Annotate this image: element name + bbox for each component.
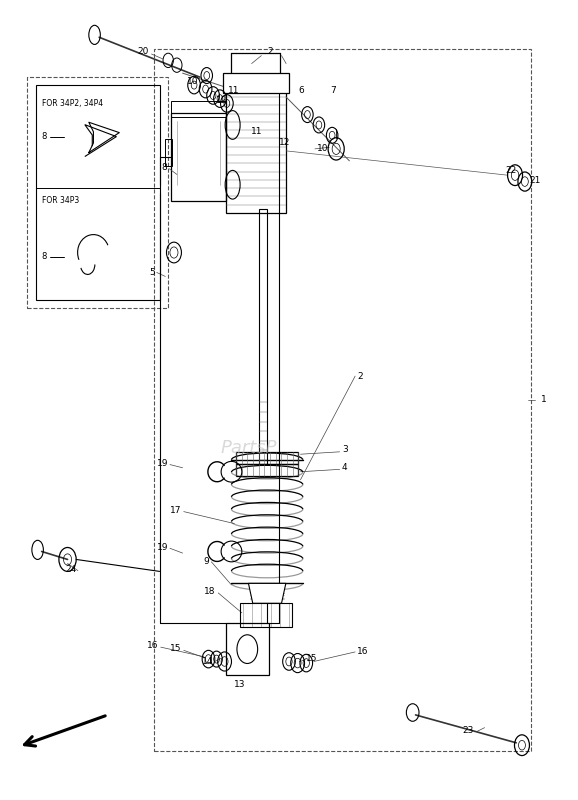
Text: FOR 34P2, 34P4: FOR 34P2, 34P4 (42, 99, 103, 109)
Text: 3: 3 (342, 445, 348, 454)
Bar (154, 50, 531, 750)
Text: 18: 18 (205, 587, 216, 596)
Text: 15: 15 (306, 654, 318, 662)
Text: 19: 19 (157, 543, 168, 552)
Text: 10: 10 (187, 77, 199, 86)
Text: 13: 13 (234, 680, 246, 689)
Text: 16: 16 (357, 646, 368, 656)
Text: 2: 2 (268, 47, 273, 56)
Text: 22: 22 (506, 166, 517, 175)
Bar (236, 464, 298, 476)
Text: 11: 11 (250, 127, 262, 136)
Text: 2: 2 (357, 371, 362, 381)
Text: 21: 21 (529, 176, 541, 186)
Text: 5: 5 (149, 268, 155, 277)
Bar (226, 89, 286, 213)
Text: 1: 1 (541, 395, 547, 405)
Polygon shape (249, 583, 286, 603)
Bar (240, 603, 292, 627)
Text: 15: 15 (170, 644, 181, 654)
Text: 10: 10 (317, 143, 328, 153)
Bar (259, 209, 267, 464)
Text: 12: 12 (216, 96, 228, 105)
Bar (165, 139, 172, 166)
Text: 23: 23 (463, 726, 474, 735)
Bar (171, 113, 226, 201)
Text: 11: 11 (228, 86, 239, 95)
Text: 20: 20 (138, 47, 149, 56)
Bar (171, 101, 226, 117)
Text: 4: 4 (342, 463, 347, 472)
Text: 19: 19 (157, 459, 168, 468)
Text: 7: 7 (331, 86, 336, 95)
Text: 12: 12 (279, 138, 291, 147)
Bar (223, 73, 289, 93)
Text: 8: 8 (161, 162, 167, 172)
Text: 9: 9 (204, 557, 210, 566)
Bar (236, 452, 298, 464)
Text: 8: 8 (42, 132, 47, 141)
Text: 17: 17 (170, 506, 181, 514)
Text: 16: 16 (147, 641, 158, 650)
Text: 8: 8 (42, 252, 47, 261)
Bar (226, 623, 269, 675)
Text: FOR 34P3: FOR 34P3 (42, 196, 79, 206)
Bar (27, 77, 168, 308)
Text: 6: 6 (299, 86, 305, 95)
Text: PartsP: PartsP (220, 439, 277, 457)
Text: 14: 14 (202, 657, 213, 666)
Bar (36, 85, 160, 300)
Text: 24: 24 (65, 566, 76, 574)
